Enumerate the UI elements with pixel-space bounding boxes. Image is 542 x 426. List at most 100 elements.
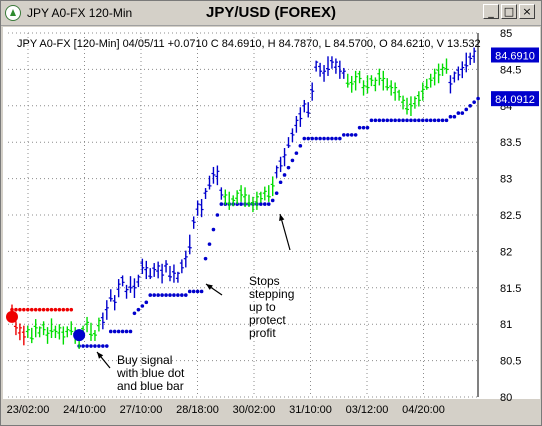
- stop-dot: [116, 329, 121, 334]
- stop-dot: [381, 118, 386, 123]
- stop-dot: [156, 293, 160, 297]
- maximize-button[interactable]: □: [501, 4, 517, 19]
- ohlc-info-line: JPY A0-FX [120-Min] 04/05/11 +0.0710 C 8…: [17, 38, 481, 50]
- stop-dot: [282, 173, 287, 177]
- stops-annotation-line: Stops: [249, 274, 280, 288]
- stop-dot: [318, 136, 322, 141]
- buy-annotation-line: Buy signal: [117, 353, 172, 367]
- stop-dot: [132, 311, 137, 316]
- window-title: JPY A0-FX 120-Min: [27, 6, 133, 20]
- buy-signal-dot: [73, 329, 86, 342]
- stop-dot: [464, 107, 469, 112]
- stop-dot: [385, 118, 390, 123]
- stop-dot: [57, 307, 62, 312]
- stop-dot: [112, 329, 117, 334]
- close-button[interactable]: ×: [519, 4, 535, 19]
- stop-dot: [342, 133, 346, 137]
- stop-dot: [263, 202, 267, 206]
- stop-dot: [440, 118, 445, 123]
- stops-arrow-1-head: [206, 284, 213, 290]
- stop-dot: [270, 198, 275, 203]
- stop-dot: [108, 329, 113, 334]
- stop-dot: [330, 136, 334, 141]
- stop-dot: [409, 118, 413, 123]
- stop-dot: [436, 118, 441, 123]
- stop-dot: [361, 125, 366, 130]
- stop-dot: [85, 344, 89, 348]
- stop-dot: [211, 227, 216, 232]
- stops-annotation-line: up to: [249, 300, 276, 314]
- stops-arrow-2-head: [279, 214, 285, 221]
- x-tick-label: 27/10:00: [120, 404, 163, 416]
- stop-dot: [357, 125, 362, 130]
- y-tick-label: 82: [500, 246, 512, 258]
- title-bar[interactable]: JPY A0-FX 120-Min _ □ ×: [1, 1, 541, 26]
- stop-dot: [215, 213, 220, 217]
- stop-dot: [239, 202, 243, 206]
- stop-dot: [176, 293, 180, 297]
- stop-dot: [472, 100, 476, 104]
- stop-price-tag: 84.0912: [495, 94, 535, 106]
- stop-dot: [444, 118, 449, 123]
- sell-signal-dot: [6, 310, 18, 323]
- stop-dot: [397, 118, 401, 123]
- stop-dot: [164, 293, 168, 297]
- stop-dot: [14, 307, 18, 312]
- stop-dot: [191, 289, 196, 294]
- stop-dot: [377, 118, 382, 123]
- stop-dot: [389, 118, 394, 123]
- stop-dot: [81, 344, 85, 348]
- stop-dot: [345, 133, 350, 137]
- stop-dot: [22, 307, 26, 312]
- stop-dot: [120, 329, 125, 334]
- stop-dot: [180, 293, 184, 297]
- stop-dot: [302, 136, 307, 141]
- stop-dot: [424, 118, 429, 123]
- y-tick-label: 84.5: [500, 64, 521, 76]
- stop-dot: [18, 307, 22, 312]
- stop-dot: [310, 136, 315, 141]
- y-tick-label: 83.5: [500, 137, 521, 149]
- stop-dot: [144, 300, 149, 305]
- stop-dot: [476, 96, 480, 101]
- y-tick-label: 83: [500, 174, 512, 186]
- stop-dot: [160, 293, 164, 297]
- stop-dot: [93, 344, 97, 348]
- x-tick-label: 03/12:00: [346, 404, 389, 416]
- y-tick-label: 85: [500, 28, 512, 40]
- buy-annotation-line: and blue bar: [117, 379, 184, 393]
- x-tick-label: 31/10:00: [289, 404, 332, 416]
- stop-dot: [306, 136, 311, 141]
- stop-dot: [187, 289, 192, 294]
- stop-dot: [294, 151, 299, 155]
- stop-dot: [259, 202, 263, 206]
- stop-dot: [168, 293, 172, 297]
- stop-dot: [61, 307, 66, 312]
- stop-dot: [136, 307, 141, 312]
- buy-annotation-line: with blue dot: [116, 366, 185, 380]
- stop-dot: [45, 307, 50, 312]
- last-price-tag-bg: [491, 47, 539, 63]
- stop-dot: [65, 307, 70, 312]
- stop-dot: [207, 242, 212, 246]
- minimize-button[interactable]: _: [483, 4, 499, 19]
- stops-annotation-line: profit: [249, 326, 276, 340]
- stop-dot: [124, 329, 129, 334]
- y-tick-label: 81.5: [500, 283, 521, 295]
- stop-dot: [195, 289, 200, 294]
- stop-dot: [152, 293, 156, 297]
- y-tick-label: 80: [500, 392, 512, 404]
- stop-dot: [148, 293, 153, 297]
- stop-dot: [393, 118, 397, 123]
- stop-dot: [326, 136, 330, 141]
- stops-annotation-line: protect: [249, 313, 286, 327]
- stop-dot: [353, 133, 358, 137]
- stop-dot: [290, 158, 295, 163]
- stop-dot: [401, 118, 405, 123]
- stop-dot: [460, 111, 465, 115]
- stop-dot: [105, 344, 109, 348]
- stop-dot: [286, 165, 291, 170]
- stop-dot: [172, 293, 176, 297]
